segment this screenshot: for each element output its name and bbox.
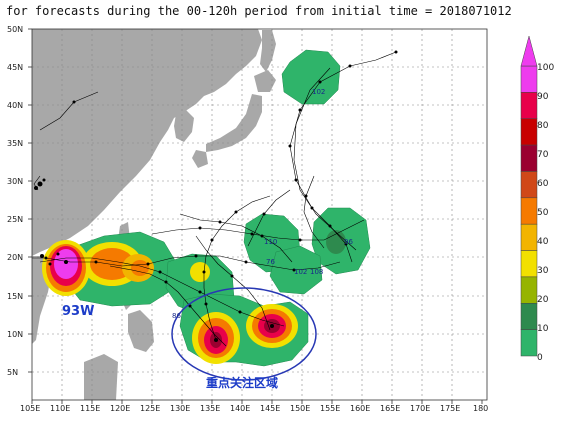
colorbar-label: 90: [537, 92, 549, 102]
land-borneo: [84, 354, 118, 400]
lat-label: 40N: [7, 101, 24, 110]
track-4: [32, 255, 341, 271]
storm-label: 102: [312, 88, 326, 96]
colorbar-label: 100: [537, 63, 555, 73]
lat-label: 35N: [7, 139, 24, 148]
track-12: [39, 91, 99, 131]
lon-label: 175E: [440, 404, 461, 413]
lat-label: 45N: [7, 63, 24, 72]
lon-label: 105E: [20, 404, 41, 413]
colorbar-segment: [520, 144, 538, 172]
plot-frame: [31, 28, 488, 401]
storm-label: 86: [172, 312, 181, 320]
lat-label: 20N: [7, 253, 24, 262]
track-6: [203, 195, 271, 341]
lon-label: 145E: [260, 404, 281, 413]
lon-label: 150E: [290, 404, 311, 413]
colorbar-top-arrow: [520, 35, 538, 67]
colorbar-segment: [520, 250, 538, 278]
storm-label: 96: [344, 238, 353, 246]
land-hokkaido: [254, 70, 276, 92]
lat-label: 30N: [7, 177, 24, 186]
lat-label: 50N: [7, 25, 24, 34]
track-10: [303, 175, 325, 249]
colorbar-label: 70: [537, 150, 549, 160]
focus-region-label: 重点关注区域: [206, 376, 279, 390]
colorbar-segment: [520, 65, 538, 93]
colorbar-label: 40: [537, 237, 549, 247]
track-3: [151, 219, 365, 241]
lon-label: 140E: [230, 404, 251, 413]
lon-label: 135E: [200, 404, 221, 413]
93w-core: [42, 240, 90, 296]
colorbar-segment: [520, 92, 538, 119]
track-8: [109, 265, 227, 347]
tick-marks: [28, 28, 483, 404]
colorbar-segment: [520, 303, 538, 330]
land-korea: [174, 110, 194, 142]
lon-label: 160E: [350, 404, 371, 413]
colorbar-segment: [520, 329, 538, 357]
track-2: [293, 67, 357, 251]
storm-label: 110: [264, 238, 278, 246]
lat-label: 25N: [7, 215, 24, 224]
colorbar-segment: [520, 118, 538, 146]
storm-label: 102: [294, 268, 308, 276]
lon-label: 165E: [380, 404, 401, 413]
lon-label: 125E: [140, 404, 161, 413]
storm-label: 76: [266, 258, 275, 266]
track-5: [39, 257, 285, 327]
storm-label-93w: 93W: [62, 304, 95, 319]
colorbar-label: 60: [537, 179, 549, 189]
colorbar-label: 20: [537, 295, 549, 305]
track-11: [179, 213, 293, 263]
lon-label: 115E: [80, 404, 101, 413]
lon-label: 110E: [50, 404, 71, 413]
misc-cores: [190, 230, 346, 282]
colorbar-label: 10: [537, 324, 549, 334]
lat-label: 15N: [7, 292, 24, 301]
lat-label: 5N: [7, 368, 19, 377]
storm-label: 108: [310, 268, 324, 276]
colorbar-segment: [520, 223, 538, 251]
track-dots: [34, 50, 398, 342]
land-mainland-asia: [32, 29, 262, 256]
colorbar-label: 80: [537, 121, 549, 131]
lon-label: 170E: [410, 404, 431, 413]
land-kyushu: [192, 150, 208, 168]
lon-label: 130E: [170, 404, 191, 413]
map-title: for forecasts during the 00-120h period …: [6, 4, 512, 18]
lon-label: 120E: [110, 404, 131, 413]
colorbar-label: 50: [537, 208, 549, 218]
colorbar-label: 30: [537, 266, 549, 276]
lon-label: 180: [473, 404, 489, 413]
patch-north: [281, 49, 341, 105]
focus-region-ellipse: [171, 287, 317, 381]
colorbar: [520, 65, 538, 357]
lat-label: 10N: [7, 330, 24, 339]
land-honshu: [206, 94, 262, 152]
colorbar-label: 0: [537, 353, 543, 363]
probability-patches: [63, 49, 371, 367]
colorbar-segment: [520, 276, 538, 304]
lon-label: 155E: [320, 404, 341, 413]
forecast-tracks: [32, 51, 397, 347]
west-core: [82, 242, 154, 286]
colorbar-segment: [520, 197, 538, 225]
colorbar-segment: [520, 171, 538, 199]
land-visayas: [128, 310, 154, 352]
